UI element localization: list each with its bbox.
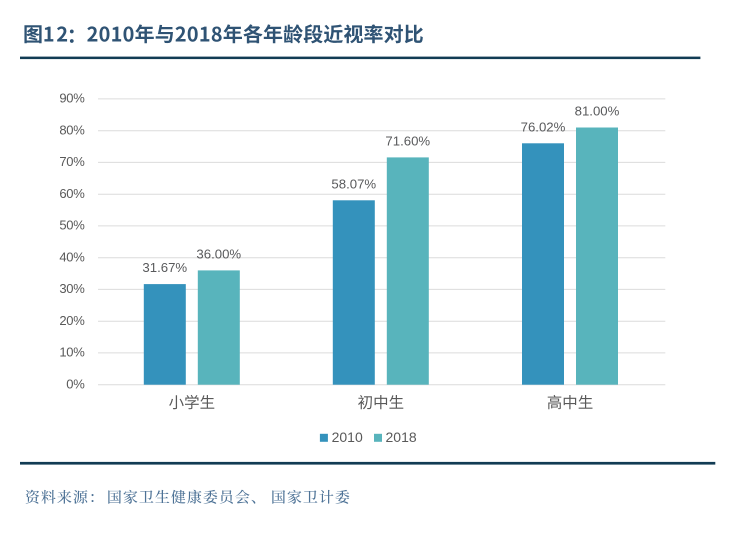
svg-text:36.00%: 36.00% xyxy=(196,246,241,261)
svg-text:90%: 90% xyxy=(59,91,85,106)
svg-text:30%: 30% xyxy=(59,281,85,296)
svg-text:60%: 60% xyxy=(59,186,85,201)
svg-text:71.60%: 71.60% xyxy=(385,133,430,148)
svg-text:10%: 10% xyxy=(59,345,85,360)
svg-text:81.00%: 81.00% xyxy=(575,104,620,119)
svg-text:2010: 2010 xyxy=(332,429,363,445)
svg-text:0%: 0% xyxy=(66,376,85,391)
svg-text:2018: 2018 xyxy=(386,429,417,445)
svg-text:40%: 40% xyxy=(59,249,85,264)
svg-text:80%: 80% xyxy=(59,122,85,137)
svg-text:58.07%: 58.07% xyxy=(331,176,376,191)
svg-text:70%: 70% xyxy=(59,154,85,169)
svg-text:31.67%: 31.67% xyxy=(142,260,187,275)
svg-text:76.02%: 76.02% xyxy=(521,119,566,134)
svg-text:20%: 20% xyxy=(59,313,85,328)
svg-text:50%: 50% xyxy=(59,218,85,233)
